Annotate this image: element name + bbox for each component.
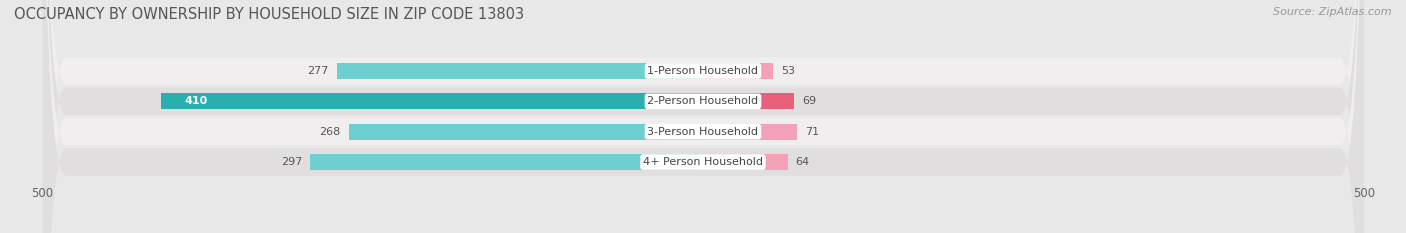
Text: 277: 277 xyxy=(308,66,329,76)
Text: 71: 71 xyxy=(804,127,818,137)
Bar xyxy=(311,154,703,170)
FancyBboxPatch shape xyxy=(42,0,1364,233)
Bar xyxy=(703,93,794,109)
Text: 69: 69 xyxy=(801,96,817,106)
Bar xyxy=(337,63,703,79)
Text: 64: 64 xyxy=(796,157,810,167)
Bar xyxy=(703,63,773,79)
Bar xyxy=(162,93,703,109)
Text: OCCUPANCY BY OWNERSHIP BY HOUSEHOLD SIZE IN ZIP CODE 13803: OCCUPANCY BY OWNERSHIP BY HOUSEHOLD SIZE… xyxy=(14,7,524,22)
Text: 4+ Person Household: 4+ Person Household xyxy=(643,157,763,167)
Text: 2-Person Household: 2-Person Household xyxy=(647,96,759,106)
Bar xyxy=(349,124,703,140)
Text: 410: 410 xyxy=(186,96,208,106)
Text: Source: ZipAtlas.com: Source: ZipAtlas.com xyxy=(1274,7,1392,17)
FancyBboxPatch shape xyxy=(42,0,1364,233)
Text: 3-Person Household: 3-Person Household xyxy=(648,127,758,137)
FancyBboxPatch shape xyxy=(42,0,1364,233)
Bar xyxy=(703,154,787,170)
Bar xyxy=(703,124,797,140)
FancyBboxPatch shape xyxy=(42,0,1364,233)
Text: 1-Person Household: 1-Person Household xyxy=(648,66,758,76)
Text: 268: 268 xyxy=(319,127,340,137)
Text: 53: 53 xyxy=(780,66,794,76)
Text: 297: 297 xyxy=(281,157,302,167)
